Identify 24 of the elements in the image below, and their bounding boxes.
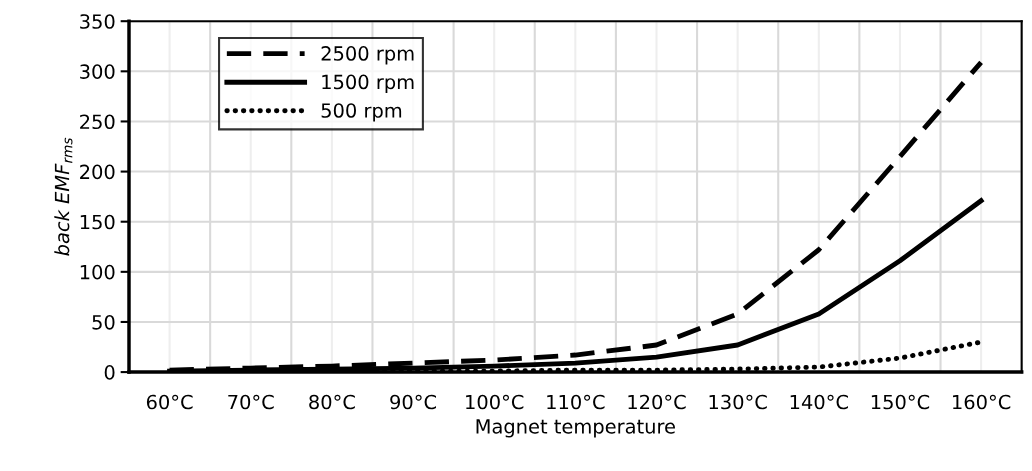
y-tick-label: 200 (80, 164, 115, 180)
x-axis-title: Magnet temperature (476, 419, 675, 438)
x-tick-label: 130°C (709, 394, 767, 410)
x-tick-label: 150°C (871, 394, 930, 410)
x-tick-label: 60°C (146, 394, 193, 410)
x-tick-label: 160°C (953, 394, 1011, 410)
y-tick-label: 150 (80, 214, 115, 230)
x-tick-label: 100°C (466, 394, 524, 410)
y-tick-label: 0 (104, 365, 115, 380)
y-tick-label: 100 (80, 264, 115, 280)
legend-label: 2500 rpm (321, 46, 414, 65)
x-tick-label: 120°C (628, 394, 686, 410)
y-tick-label: 50 (92, 314, 115, 330)
y-tick-label: 300 (80, 64, 115, 79)
x-tick-label: 110°C (547, 394, 605, 410)
x-tick-label: 70°C (228, 394, 274, 410)
x-tick-label: 90°C (390, 394, 436, 410)
legend-label: 500 rpm (321, 103, 402, 122)
x-tick-label: 140°C (790, 394, 848, 410)
x-tick-label: 80°C (309, 394, 355, 410)
y-tick-label: 350 (80, 14, 115, 29)
y-axis-title: back EMF$_{rms}$ (54, 137, 73, 256)
legend-label: 1500 rpm (322, 74, 414, 94)
y-tick-label: 250 (80, 114, 115, 130)
